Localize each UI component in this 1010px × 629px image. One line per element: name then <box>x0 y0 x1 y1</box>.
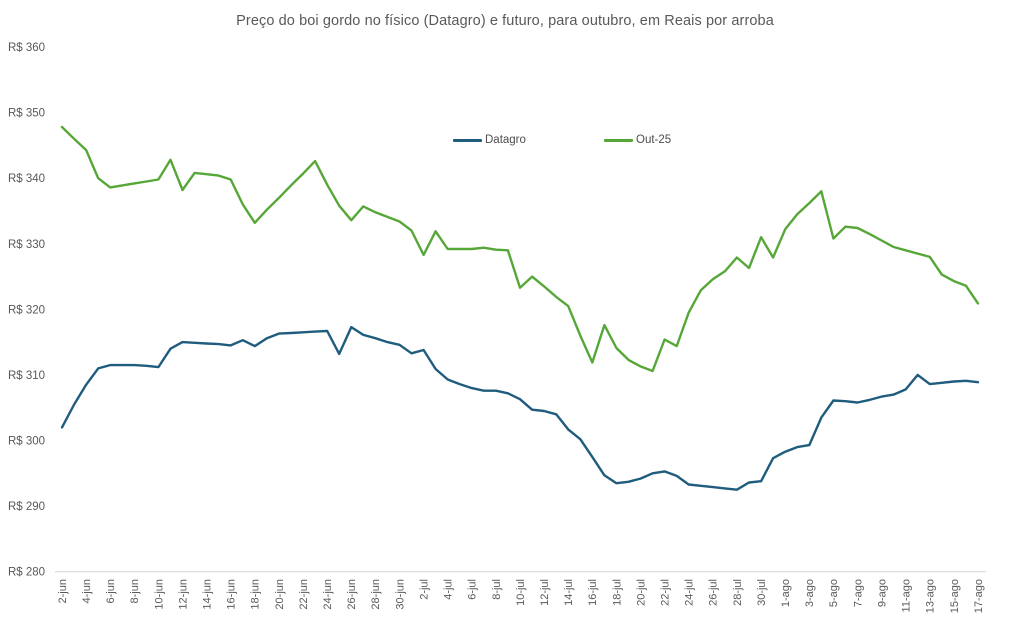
x-axis-tick-label: 12-jun <box>177 579 189 610</box>
x-axis-tick-label: 30-jul <box>756 579 768 606</box>
x-axis-tick-label: 20-jun <box>274 579 286 610</box>
x-axis-tick-label: 11-ago <box>901 579 913 612</box>
legend-label-datagro: Datagro <box>485 134 526 146</box>
x-axis-tick-label: 16-jun <box>226 579 238 610</box>
y-axis-tick-label: R$ 350 <box>8 108 45 120</box>
x-axis-tick-label: 8-jun <box>129 579 141 603</box>
x-axis-tick-label: 2-jun <box>57 579 69 603</box>
x-axis-tick-label: 14-jun <box>201 579 213 610</box>
x-axis-tick-label: 6-jun <box>105 579 117 603</box>
out25-line <box>60 125 980 373</box>
x-axis-tick-label: 22-jul <box>659 579 671 606</box>
x-axis-tick-label: 10-jun <box>153 579 165 610</box>
x-axis-tick-label: 5-ago <box>828 579 840 607</box>
x-axis-tick-label: 26-jun <box>346 579 358 610</box>
y-axis-tick-label: R$ 340 <box>8 173 45 185</box>
out25-line-swatch <box>604 138 633 142</box>
chart-title: Preço do boi gordo no físico (Datagro) e… <box>236 13 774 29</box>
x-axis-tick-label: 16-jul <box>587 579 599 606</box>
x-axis-tick-label: 15-ago <box>949 579 961 613</box>
x-axis-tick-label: 20-jul <box>635 579 647 606</box>
x-axis-tick-label: 4-jul <box>443 579 455 600</box>
x-axis-tick-label: 24-jun <box>322 579 334 610</box>
x-axis-tick-label: 22-jun <box>298 579 310 610</box>
x-axis-tick-label: 2-jul <box>418 579 430 600</box>
x-axis-tick-label: 13-ago <box>925 579 937 613</box>
x-axis-tick-label: 6-jul <box>467 579 479 600</box>
x-axis-tick-label: 30-jun <box>394 579 406 610</box>
x-axis-tick-label: 24-jul <box>684 579 696 606</box>
y-axis-tick-label: R$ 280 <box>8 567 45 579</box>
y-axis-tick-label: R$ 300 <box>8 436 45 448</box>
x-axis-tick-label: 17-ago <box>973 579 985 613</box>
x-axis-tick-label: 28-jun <box>370 579 382 610</box>
y-axis-tick-label: R$ 360 <box>8 42 45 54</box>
y-axis-tick-label: R$ 330 <box>8 239 45 251</box>
x-axis-tick-label: 1-ago <box>780 579 792 607</box>
x-axis-tick-label: 14-jul <box>563 579 575 606</box>
x-axis-tick-label: 18-jul <box>611 579 623 606</box>
x-axis-tick-label: 10-jul <box>515 579 527 606</box>
x-axis-tick-label: 4-jun <box>81 579 93 603</box>
legend-label-out25: Out-25 <box>636 134 672 146</box>
y-axis-tick-label: R$ 320 <box>8 304 45 316</box>
legend-item-datagro: Datagro <box>453 133 526 147</box>
x-axis-tick-label: 12-jul <box>539 579 551 606</box>
x-axis-tick-label: 18-jun <box>250 579 262 610</box>
x-axis-tick-label: 7-ago <box>852 579 864 607</box>
x-axis-tick-label: 8-jul <box>491 579 503 600</box>
y-axis-tick-label: R$ 310 <box>8 370 45 382</box>
y-axis-tick-label: R$ 290 <box>8 501 45 513</box>
datagro-line-swatch <box>453 138 482 142</box>
x-axis-tick-label: 3-ago <box>804 579 816 607</box>
x-axis-tick-label: 26-jul <box>708 579 720 606</box>
datagro-line <box>60 325 980 491</box>
x-axis-tick-label: 9-ago <box>876 579 888 607</box>
x-axis-tick-label: 28-jul <box>732 579 744 606</box>
legend-item-out25: Out-25 <box>604 133 671 147</box>
